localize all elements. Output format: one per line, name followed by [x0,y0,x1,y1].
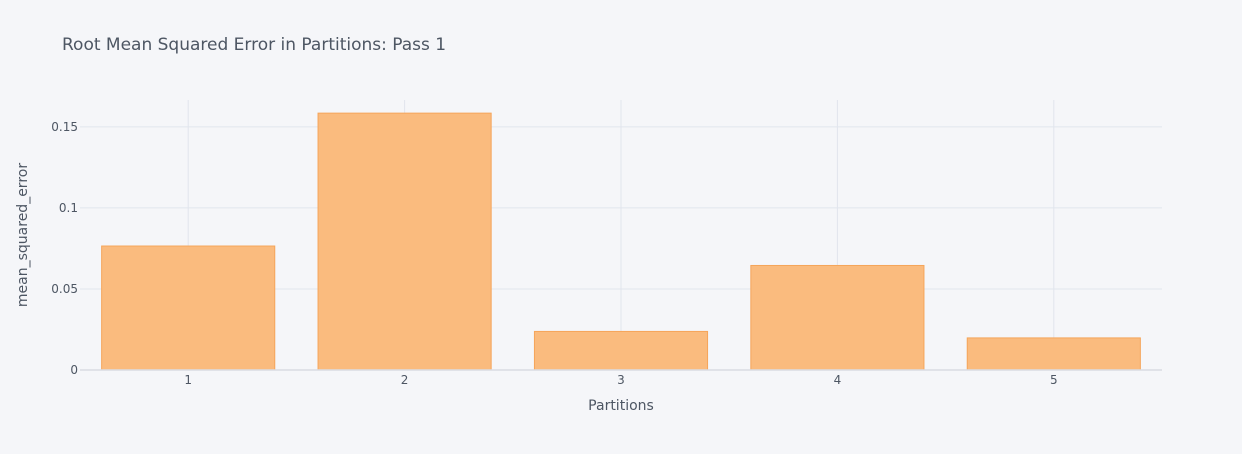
bar-1[interactable] [101,245,276,371]
y-tick-label: 0 [70,363,78,377]
x-tick-label: 4 [834,373,842,387]
bar-4[interactable] [750,264,925,371]
y-tick-label: 0.1 [59,201,78,215]
bar-2[interactable] [317,112,492,371]
y-tick-label: 0.05 [51,282,78,296]
y-axis-title: mean_squared_error [15,163,31,307]
x-axis-title: Partitions [588,398,654,414]
x-tick-label: 3 [617,373,625,387]
bar-5[interactable] [966,337,1141,371]
y-tick-label: 0.15 [51,120,78,134]
x-tick-label: 1 [184,373,192,387]
axis-layer: 0 0.05 0.1 0.15 1 2 3 4 5 [51,120,1162,387]
chart-title: Root Mean Squared Error in Partitions: P… [62,35,446,55]
x-tick-label: 2 [401,373,409,387]
bar-layer [101,112,1141,371]
bar-3[interactable] [533,330,709,371]
x-tick-label: 5 [1050,373,1058,387]
